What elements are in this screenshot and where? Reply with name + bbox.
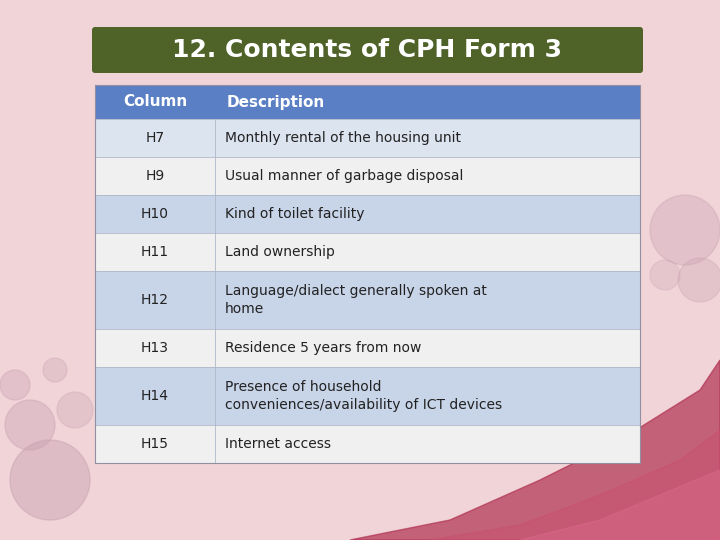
Text: H10: H10 — [141, 207, 169, 221]
Polygon shape — [350, 360, 720, 540]
Bar — [95, 195, 640, 233]
Text: 12. Contents of CPH Form 3: 12. Contents of CPH Form 3 — [173, 38, 562, 62]
Circle shape — [43, 358, 67, 382]
Bar — [95, 367, 640, 425]
Bar — [95, 85, 640, 463]
Circle shape — [678, 258, 720, 302]
Bar — [95, 271, 640, 329]
Bar — [95, 329, 640, 367]
Bar — [95, 85, 640, 119]
Text: Description: Description — [227, 94, 325, 110]
Text: H15: H15 — [141, 437, 169, 451]
Polygon shape — [520, 470, 720, 540]
Circle shape — [650, 195, 720, 265]
Polygon shape — [430, 430, 720, 540]
Text: Language/dialect generally spoken at
home: Language/dialect generally spoken at hom… — [225, 284, 487, 316]
Text: H14: H14 — [141, 389, 169, 403]
Circle shape — [5, 400, 55, 450]
Text: Residence 5 years from now: Residence 5 years from now — [225, 341, 421, 355]
Text: Monthly rental of the housing unit: Monthly rental of the housing unit — [225, 131, 461, 145]
Text: Land ownership: Land ownership — [225, 245, 335, 259]
Text: H13: H13 — [141, 341, 169, 355]
Text: Usual manner of garbage disposal: Usual manner of garbage disposal — [225, 169, 464, 183]
FancyBboxPatch shape — [92, 27, 643, 73]
Text: H11: H11 — [141, 245, 169, 259]
Text: H12: H12 — [141, 293, 169, 307]
Circle shape — [0, 370, 30, 400]
Text: Presence of household
conveniences/availability of ICT devices: Presence of household conveniences/avail… — [225, 380, 502, 413]
Bar — [95, 233, 640, 271]
Bar — [95, 157, 640, 195]
Circle shape — [650, 260, 680, 290]
Circle shape — [10, 440, 90, 520]
Circle shape — [57, 392, 93, 428]
Text: H7: H7 — [145, 131, 165, 145]
Bar — [95, 425, 640, 463]
Text: Column: Column — [123, 94, 187, 110]
Text: Internet access: Internet access — [225, 437, 331, 451]
Text: H9: H9 — [145, 169, 165, 183]
Text: Kind of toilet facility: Kind of toilet facility — [225, 207, 364, 221]
Bar — [95, 119, 640, 157]
